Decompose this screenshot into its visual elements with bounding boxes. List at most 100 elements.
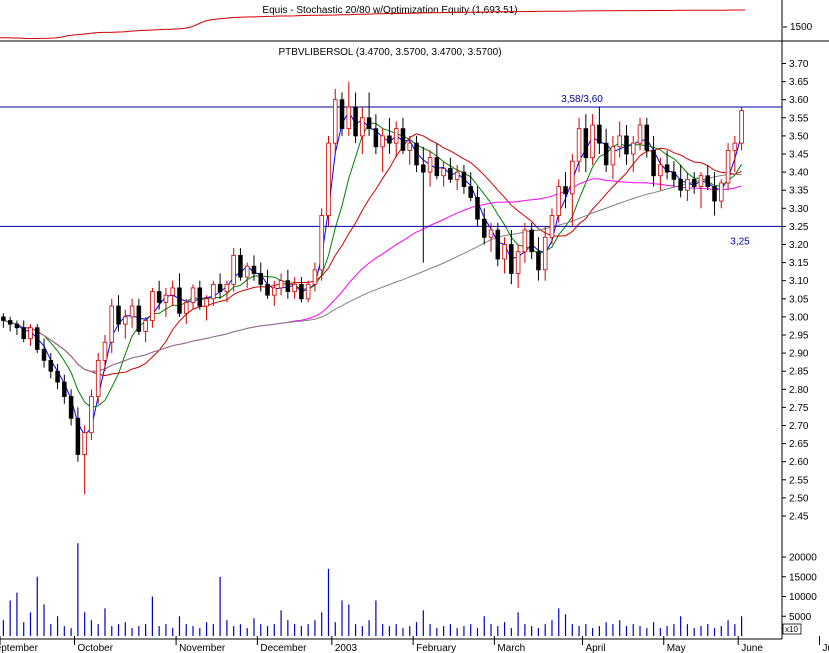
candle [265, 269, 270, 299]
time-label: May [667, 643, 686, 653]
candle [170, 280, 175, 307]
candle [217, 273, 223, 299]
candle-body [251, 265, 257, 274]
price-tick-label: 2.80 [789, 385, 809, 396]
candle [380, 128, 385, 173]
candle [719, 179, 724, 209]
candle-body [211, 283, 216, 300]
price-tick-label: 3.00 [789, 312, 809, 323]
candle-body [678, 178, 683, 191]
candle-body [685, 178, 690, 191]
moving-averages [3, 110, 743, 437]
candle [68, 389, 74, 426]
price-tick-label: 2.55 [789, 475, 809, 486]
candle [488, 222, 494, 252]
candle [251, 255, 257, 281]
candle-body [238, 254, 243, 278]
price-tick-label: 3.10 [789, 276, 809, 287]
candle-body [1, 316, 6, 321]
candle-body [170, 287, 175, 296]
candle-body [156, 291, 162, 303]
volume-bars [2, 543, 743, 636]
candle [421, 146, 426, 263]
candle-body [556, 186, 562, 216]
candle [597, 106, 602, 154]
candle [685, 172, 690, 202]
candle-body [258, 273, 264, 285]
price-tick-label: 3.65 [789, 77, 809, 88]
candle [231, 248, 236, 292]
candle [14, 320, 20, 335]
equity-pane: Equis - Stochastic 20/80 w/Optimization … [0, 5, 813, 39]
candle [515, 244, 521, 288]
candle-body [495, 229, 501, 260]
candle [292, 277, 297, 299]
candle-body [353, 106, 358, 137]
candle [583, 114, 589, 173]
candle [637, 117, 643, 151]
candle [339, 92, 345, 136]
volume-axis: 5000 10000 15000 20000 [782, 553, 817, 623]
price-tick-label: 3.30 [789, 204, 809, 215]
candle [481, 208, 487, 245]
candle-body [644, 124, 650, 151]
candle [373, 114, 379, 154]
candle [468, 172, 473, 202]
candle [1, 313, 6, 328]
price-tick-label: 2.60 [789, 457, 809, 468]
price-tick-label: 3.40 [789, 168, 809, 179]
candle [698, 172, 704, 209]
ma-fast-line [3, 110, 743, 437]
candle-body [475, 197, 480, 220]
candle-body [82, 432, 87, 455]
candle [211, 280, 216, 307]
candle-body [407, 142, 413, 151]
candle [353, 92, 358, 144]
price-tick-label: 3.15 [789, 258, 809, 269]
candle-body [468, 186, 473, 198]
price-tick-label: 2.90 [789, 349, 809, 360]
time-label: 2003 [335, 643, 358, 653]
candle-body [434, 157, 440, 177]
candle-body [116, 305, 121, 325]
candle [624, 125, 629, 165]
candle-body [7, 320, 13, 325]
candle-body [651, 149, 656, 177]
time-label: April [585, 643, 605, 653]
candle-body [380, 135, 385, 148]
candle [102, 335, 108, 372]
ma-long-line [3, 178, 742, 373]
candle-body [190, 287, 196, 303]
candle-body [597, 124, 602, 144]
candle [461, 164, 467, 194]
candle [448, 157, 453, 183]
candle-body [366, 117, 372, 130]
candle [21, 320, 26, 343]
candle-body [224, 283, 230, 292]
candle [536, 237, 541, 281]
candle-body [14, 323, 20, 329]
candle [238, 248, 243, 281]
time-label: December [260, 643, 307, 653]
candle [143, 316, 148, 343]
candle-body [68, 396, 74, 419]
candle-body [387, 135, 392, 144]
price-tick-label: 3.20 [789, 240, 809, 251]
candle-body [265, 283, 270, 296]
candle-body [590, 124, 595, 159]
candle-body [129, 305, 135, 318]
price-tick-label: 3.55 [789, 113, 809, 124]
candle-body [488, 229, 494, 238]
candle-body [658, 164, 663, 177]
candle-body [41, 349, 47, 361]
candle [400, 117, 406, 154]
horizontal-levels: 3,58/3,60 3,25 [0, 94, 782, 247]
candle-body [393, 128, 399, 144]
candle-body [400, 128, 406, 151]
price-tick-label: 2.70 [789, 421, 809, 432]
candle [123, 309, 128, 339]
candle [509, 230, 514, 285]
candle-body [62, 381, 67, 397]
volume-pane: 5000 10000 15000 20000 x10 [2, 543, 817, 636]
